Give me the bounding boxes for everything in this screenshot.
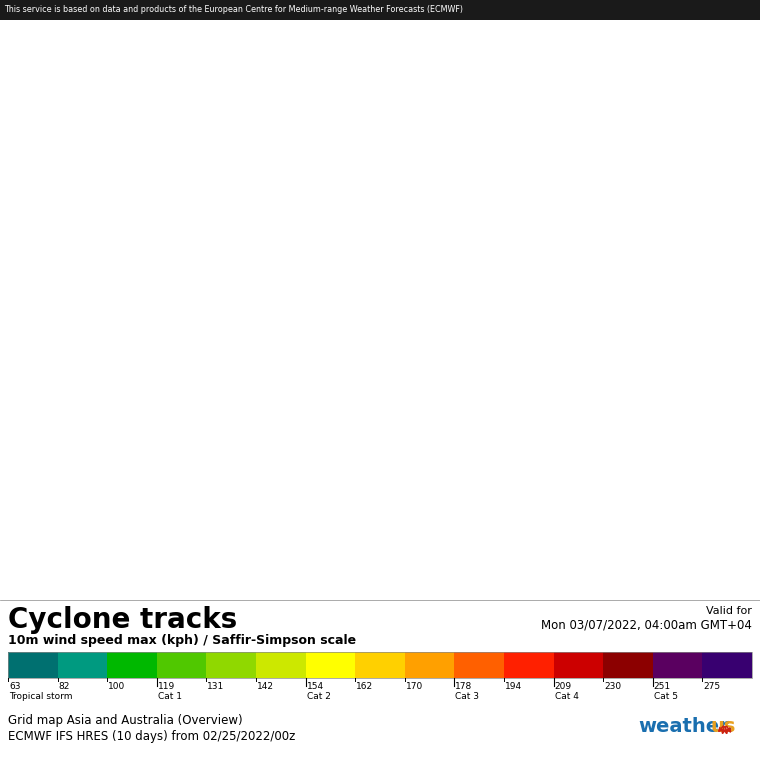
Text: 119: 119 xyxy=(158,682,175,691)
Bar xyxy=(405,652,454,678)
Bar xyxy=(603,652,653,678)
Text: Cat 1: Cat 1 xyxy=(158,692,182,701)
Text: ECMWF IFS HRES (10 days) from 02/25/2022/00z: ECMWF IFS HRES (10 days) from 02/25/2022… xyxy=(8,730,296,743)
Text: Cat 5: Cat 5 xyxy=(654,692,678,701)
Text: Map data © OpenStreetMap contributors, rendering GIScience Research Group @ Heid: Map data © OpenStreetMap contributors, r… xyxy=(409,591,756,597)
Text: 154: 154 xyxy=(306,682,324,691)
Text: 100: 100 xyxy=(108,682,125,691)
Bar xyxy=(454,652,504,678)
Bar xyxy=(702,652,752,678)
Text: 209: 209 xyxy=(555,682,572,691)
Text: 82: 82 xyxy=(59,682,70,691)
Text: Grid map Asia and Australia (Overview): Grid map Asia and Australia (Overview) xyxy=(8,714,242,727)
Text: Mon 03/07/2022, 04:00am GMT+04: Mon 03/07/2022, 04:00am GMT+04 xyxy=(541,619,752,632)
Text: 251: 251 xyxy=(654,682,671,691)
Bar xyxy=(207,652,256,678)
Text: 63: 63 xyxy=(9,682,21,691)
Bar xyxy=(58,652,107,678)
Text: 131: 131 xyxy=(207,682,225,691)
Text: 170: 170 xyxy=(406,682,423,691)
Text: 178: 178 xyxy=(455,682,473,691)
Text: Cat 4: Cat 4 xyxy=(555,692,578,701)
Bar xyxy=(107,652,157,678)
Bar xyxy=(653,652,702,678)
Text: weather.: weather. xyxy=(638,717,733,736)
Text: This service is based on data and products of the European Centre for Medium-ran: This service is based on data and produc… xyxy=(4,5,463,14)
Text: Cyclone tracks: Cyclone tracks xyxy=(8,606,237,634)
Text: Tropical storm: Tropical storm xyxy=(9,692,72,701)
Text: Cat 2: Cat 2 xyxy=(306,692,331,701)
Text: 275: 275 xyxy=(704,682,720,691)
Text: Valid for: Valid for xyxy=(706,606,752,616)
Bar xyxy=(0,0,760,20)
Text: us: us xyxy=(711,717,736,736)
Bar xyxy=(8,652,752,678)
Bar xyxy=(504,652,553,678)
Bar xyxy=(553,652,603,678)
Text: Cat 3: Cat 3 xyxy=(455,692,480,701)
Text: 162: 162 xyxy=(356,682,373,691)
Text: 194: 194 xyxy=(505,682,522,691)
Bar xyxy=(256,652,306,678)
Bar xyxy=(157,652,207,678)
Text: 230: 230 xyxy=(604,682,622,691)
Text: 10m wind speed max (kph) / Saffir-Simpson scale: 10m wind speed max (kph) / Saffir-Simpso… xyxy=(8,634,356,647)
Bar xyxy=(355,652,405,678)
Bar xyxy=(8,652,58,678)
Text: 142: 142 xyxy=(257,682,274,691)
Bar xyxy=(306,652,355,678)
